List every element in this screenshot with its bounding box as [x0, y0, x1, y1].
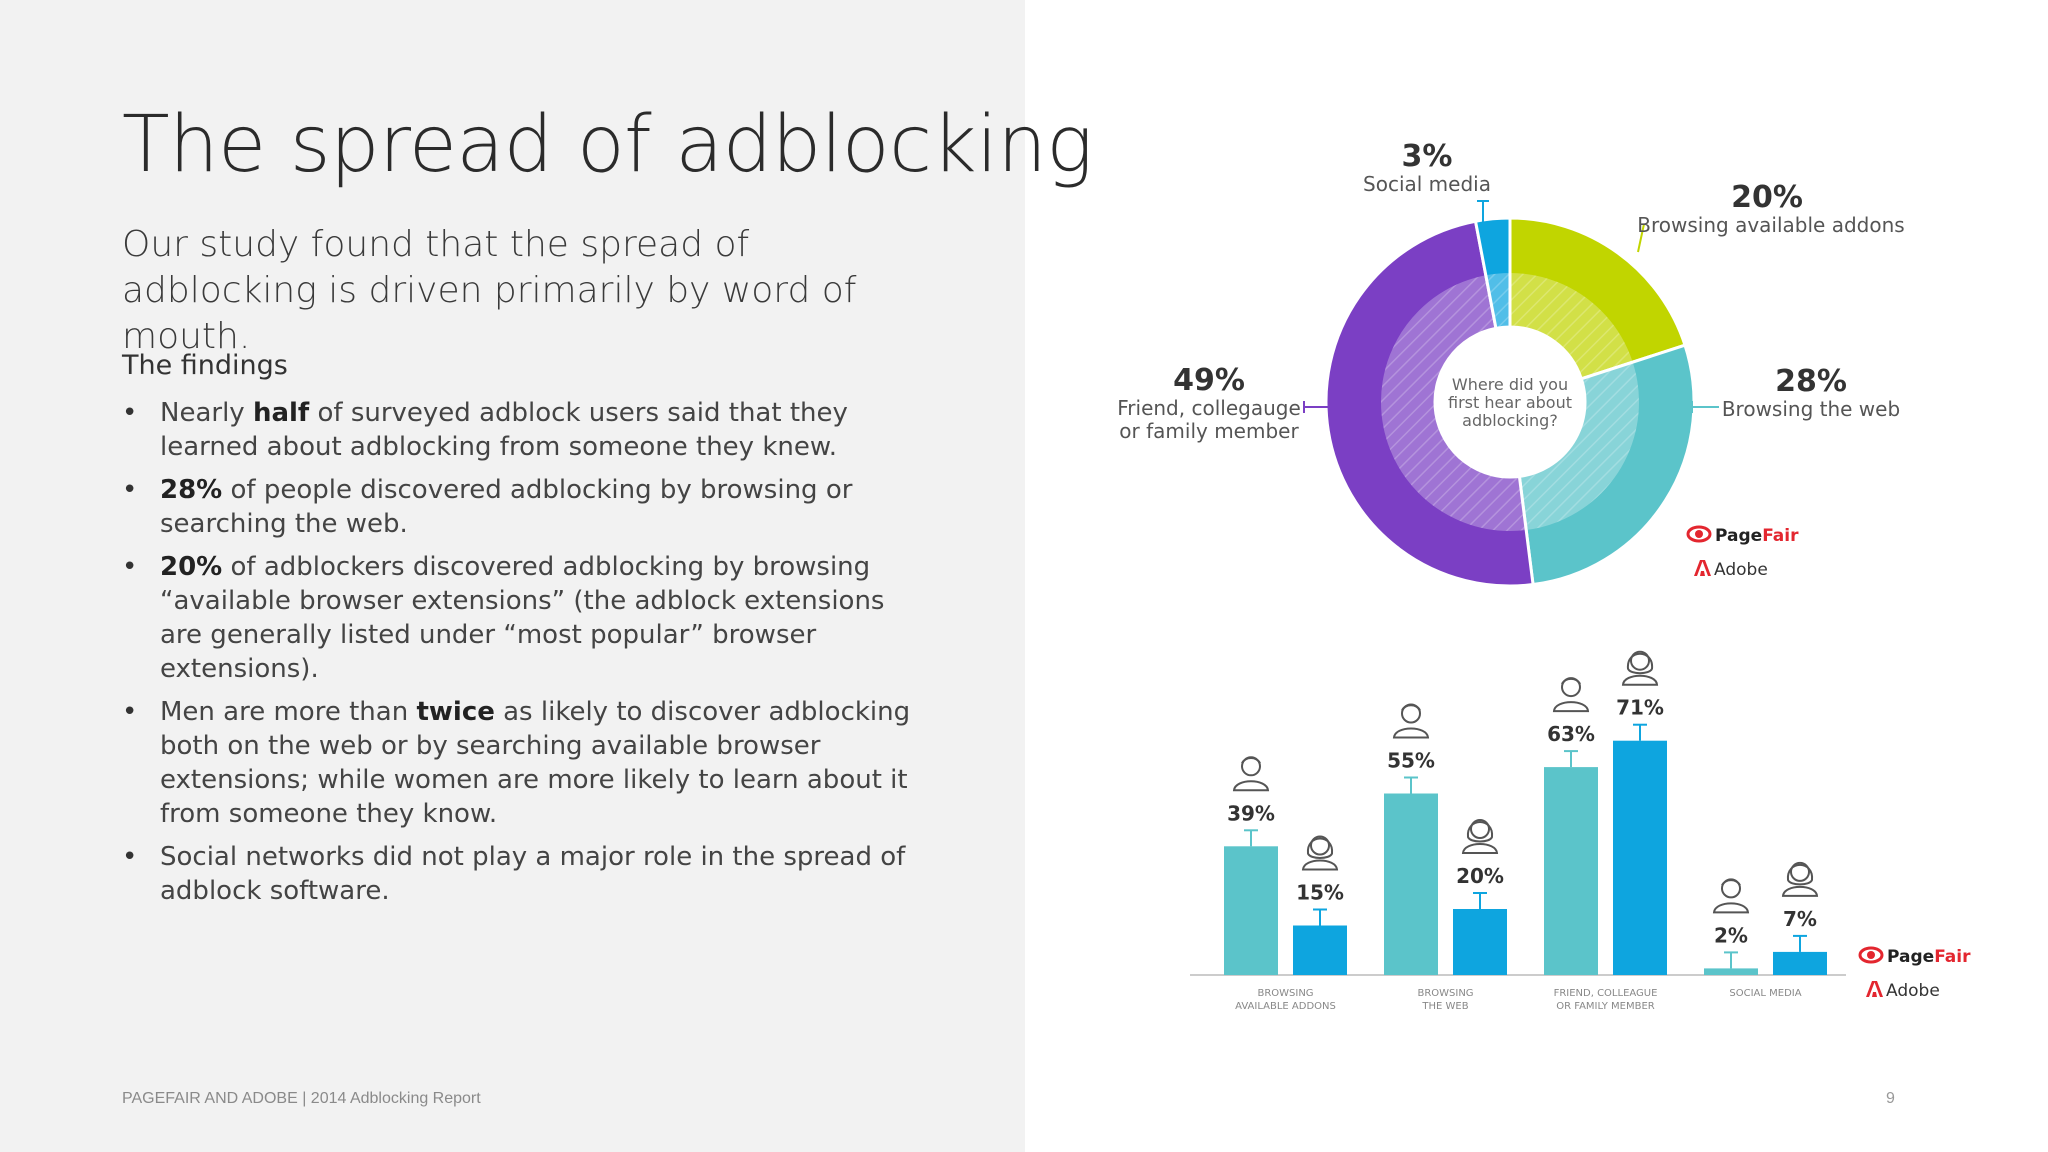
bar-women	[1293, 925, 1347, 975]
bar-category-label: AVAILABLE ADDONS	[1235, 1001, 1336, 1012]
pagefair-icon	[1858, 946, 1884, 964]
bar-value-label: 55%	[1387, 749, 1435, 773]
adobe-logo-text: Adobe	[1886, 981, 1940, 1001]
pagefair-logo-fair: Fair	[1762, 526, 1799, 546]
bar-value-label: 20%	[1456, 864, 1504, 888]
svg-text:PageFair: PageFair	[1887, 947, 1971, 967]
man-icon	[1552, 677, 1590, 713]
finding-item: Nearly half of surveyed adblock users sa…	[122, 396, 922, 464]
bar-category-label: SOCIAL MEDIA	[1729, 988, 1801, 999]
bar-men	[1544, 767, 1598, 975]
leader-line	[1637, 223, 1645, 253]
finding-item: Social networks did not play a major rol…	[122, 840, 922, 908]
pagefair-logo-page: Page	[1715, 526, 1762, 546]
donut-slice-name: or family member	[1119, 419, 1299, 443]
page-subtitle: Our study found that the spread of adblo…	[122, 224, 857, 357]
donut-slice-value: 28%	[1775, 364, 1847, 399]
bar-men	[1704, 968, 1758, 975]
bar-category-label: OR FAMILY MEMBER	[1556, 1001, 1655, 1012]
bar-men	[1384, 793, 1438, 975]
pagefair-logo-page: Page	[1887, 947, 1934, 967]
woman-icon	[1621, 650, 1659, 686]
woman-icon	[1781, 861, 1819, 897]
woman-icon	[1461, 819, 1499, 854]
footer-text: PAGEFAIR AND ADOBE | 2014 Adblocking Rep…	[122, 1090, 481, 1107]
adobe-icon	[1866, 981, 1883, 997]
adobe-logo-text: Adobe	[1714, 560, 1768, 580]
donut-slice-value: 20%	[1731, 180, 1803, 215]
donut-center-text: Where did you	[1452, 375, 1568, 394]
page-number: 9	[1886, 1090, 1895, 1107]
bar-category-label: BROWSING	[1257, 988, 1313, 999]
bar-women	[1613, 740, 1667, 975]
donut-center-text: adblocking?	[1462, 411, 1558, 430]
bar-value-label: 7%	[1783, 907, 1817, 931]
donut-center-text: first hear about	[1448, 393, 1572, 412]
bar-category-label: THE WEB	[1421, 1001, 1468, 1012]
bar-value-label: 15%	[1296, 881, 1344, 905]
finding-item: 20% of adblockers discovered adblocking …	[122, 550, 922, 686]
adobe-icon	[1694, 560, 1711, 576]
donut-slice-value: 3%	[1402, 139, 1453, 174]
donut-slice-name: Browsing the web	[1722, 397, 1900, 421]
man-icon	[1392, 703, 1430, 739]
findings-heading: The findings	[122, 350, 288, 381]
man-icon	[1232, 756, 1270, 792]
bar-value-label: 63%	[1547, 722, 1595, 746]
pagefair-logo-fair: Fair	[1934, 947, 1971, 967]
donut-slice-name: Social media	[1363, 172, 1491, 196]
bar-men	[1224, 846, 1278, 975]
finding-item: 28% of people discovered adblocking by b…	[122, 473, 922, 541]
page-title: The spread of adblocking	[122, 100, 1093, 190]
adobe-logo: Adobe	[1866, 981, 1940, 1001]
findings-list: Nearly half of surveyed adblock users sa…	[122, 396, 922, 917]
donut-slice-name: Browsing available addons	[1637, 213, 1904, 237]
donut-slice-name: Friend, collegauge	[1117, 396, 1301, 420]
adobe-logo: Adobe	[1694, 560, 1768, 580]
pagefair-logo: PageFair	[1858, 946, 1971, 967]
bar-women	[1453, 909, 1507, 975]
bar-value-label: 2%	[1714, 923, 1748, 947]
bar-category-label: BROWSING	[1417, 988, 1473, 999]
woman-icon	[1301, 835, 1339, 871]
man-icon	[1712, 878, 1750, 914]
bar-women	[1773, 951, 1827, 975]
donut-slice-value: 49%	[1173, 363, 1245, 398]
finding-item: Men are more than twice as likely to dis…	[122, 695, 922, 831]
bar-value-label: 39%	[1227, 801, 1275, 825]
bar-category-label: FRIEND, COLLEAGUE	[1554, 988, 1658, 999]
bar-value-label: 71%	[1616, 696, 1664, 720]
svg-text:PageFair: PageFair	[1715, 526, 1799, 546]
pagefair-logo: PageFair	[1686, 525, 1799, 546]
pagefair-icon	[1686, 525, 1712, 543]
donut-center	[1435, 327, 1585, 477]
